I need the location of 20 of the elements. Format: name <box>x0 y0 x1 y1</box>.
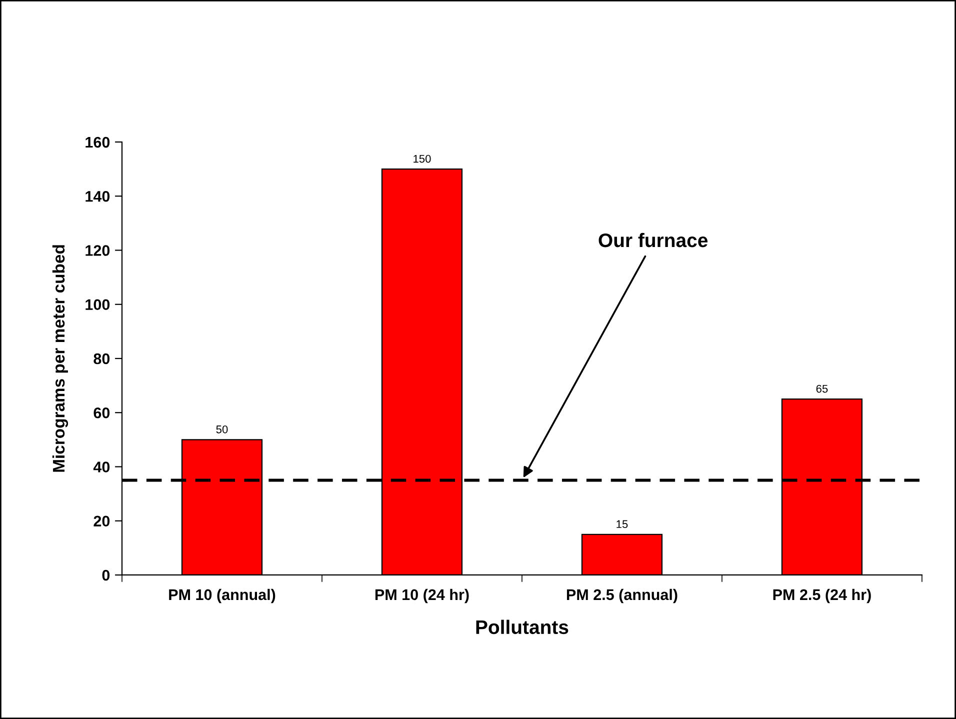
x-tick-label: PM 10 (24 hr) <box>375 588 469 604</box>
x-tick-label: PM 10 (annual) <box>169 588 276 604</box>
y-tick-label: 140 <box>86 190 110 202</box>
x-tick-label: PM 2.5 (24 hr) <box>773 588 871 604</box>
data-label: 50 <box>216 425 228 434</box>
ref-line-label: Our furnace <box>598 232 708 248</box>
y-tick-label: 80 <box>94 353 110 364</box>
y-tick-label: 20 <box>94 516 110 527</box>
y-tick-label: 40 <box>93 462 110 472</box>
x-axis-title: Pollutants <box>476 620 568 634</box>
y-tick-label: 160 <box>86 136 110 148</box>
y-tick-label: 100 <box>86 299 110 310</box>
data-label: 150 <box>414 154 431 163</box>
data-label: 15 <box>616 520 628 528</box>
y-axis-title: Micrograms per meter cubed <box>52 245 68 472</box>
y-tick-label: 60 <box>94 407 110 418</box>
y-tick-label: 120 <box>86 245 110 256</box>
data-label: 65 <box>816 384 828 393</box>
y-tick-label: 0 <box>102 570 110 581</box>
x-tick-label: PM 2.5 (annual) <box>566 588 678 604</box>
